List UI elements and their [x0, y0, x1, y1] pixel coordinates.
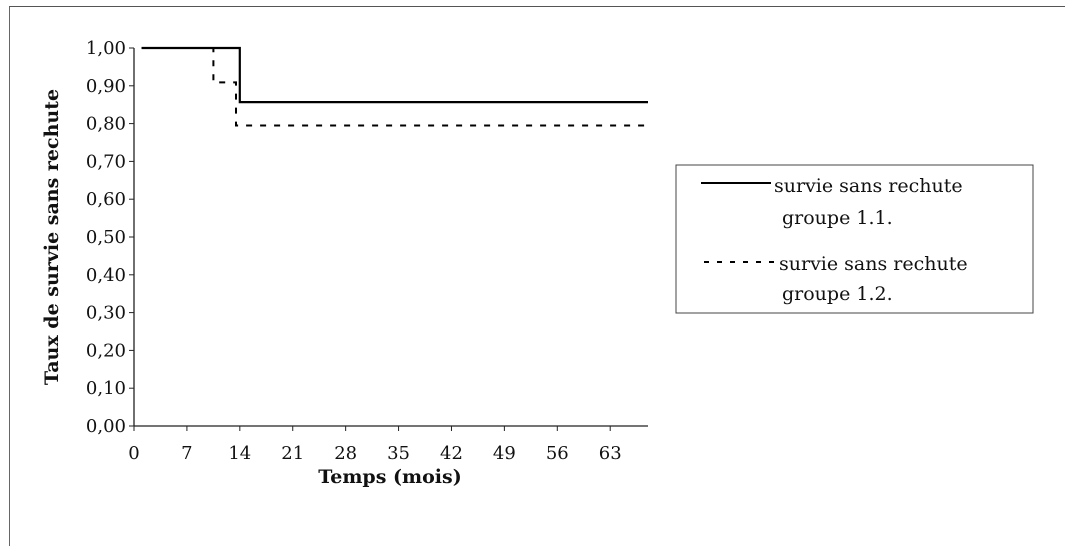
y-tick-label: 0,60: [86, 189, 126, 210]
y-tick-label: 0,40: [86, 265, 126, 286]
y-tick-label: 1,00: [86, 38, 126, 59]
y-tick-label: 0,10: [86, 378, 126, 399]
x-tick-label: 28: [334, 443, 357, 464]
y-tick-label: 0,90: [86, 76, 126, 97]
series-line-group-1-1: [141, 46, 648, 104]
x-tick-label: 63: [599, 443, 622, 464]
legend-label-group-1-2-line-2: groupe 1.2.: [782, 283, 893, 305]
y-tick-label: 0,50: [86, 227, 126, 248]
chart-frame: [9, 6, 1065, 546]
legend-box: [675, 164, 1034, 314]
y-tick-label: 0,20: [86, 340, 126, 361]
legend-label-group-1-1-line-1: survie sans rechute: [774, 175, 963, 197]
x-tick-label: 0: [128, 443, 139, 464]
legend-label-group-1-1-line-2: groupe 1.1.: [782, 207, 893, 229]
series-line-group-1-2: [141, 47, 648, 127]
legend-label-group-1-2-line-1: survie sans rechute: [779, 253, 968, 275]
y-tick-label: 0,30: [86, 303, 126, 324]
x-tick-label: 35: [387, 443, 410, 464]
x-tick-label: 56: [546, 443, 569, 464]
x-tick-label: 7: [181, 443, 192, 464]
x-tick-label: 21: [281, 443, 304, 464]
x-axis-title: Temps (mois): [318, 466, 461, 488]
axes: 0,00 0,10 0,20 0,30 0,40 0,50 0,60 0,70 0,80 0,90…: [86, 38, 648, 464]
x-tick-label: 49: [493, 443, 516, 464]
legend: survie sans rechute groupe 1.1. survie s…: [675, 164, 1034, 314]
series-lines: [141, 46, 648, 127]
x-tick-label: 42: [440, 443, 463, 464]
y-tick-label: 0,00: [86, 416, 126, 437]
x-tick-label: 14: [228, 443, 251, 464]
y-tick-label: 0,70: [86, 151, 126, 172]
y-axis-title: Taux de survie sans rechute: [41, 89, 63, 385]
y-tick-label: 0,80: [86, 114, 126, 135]
